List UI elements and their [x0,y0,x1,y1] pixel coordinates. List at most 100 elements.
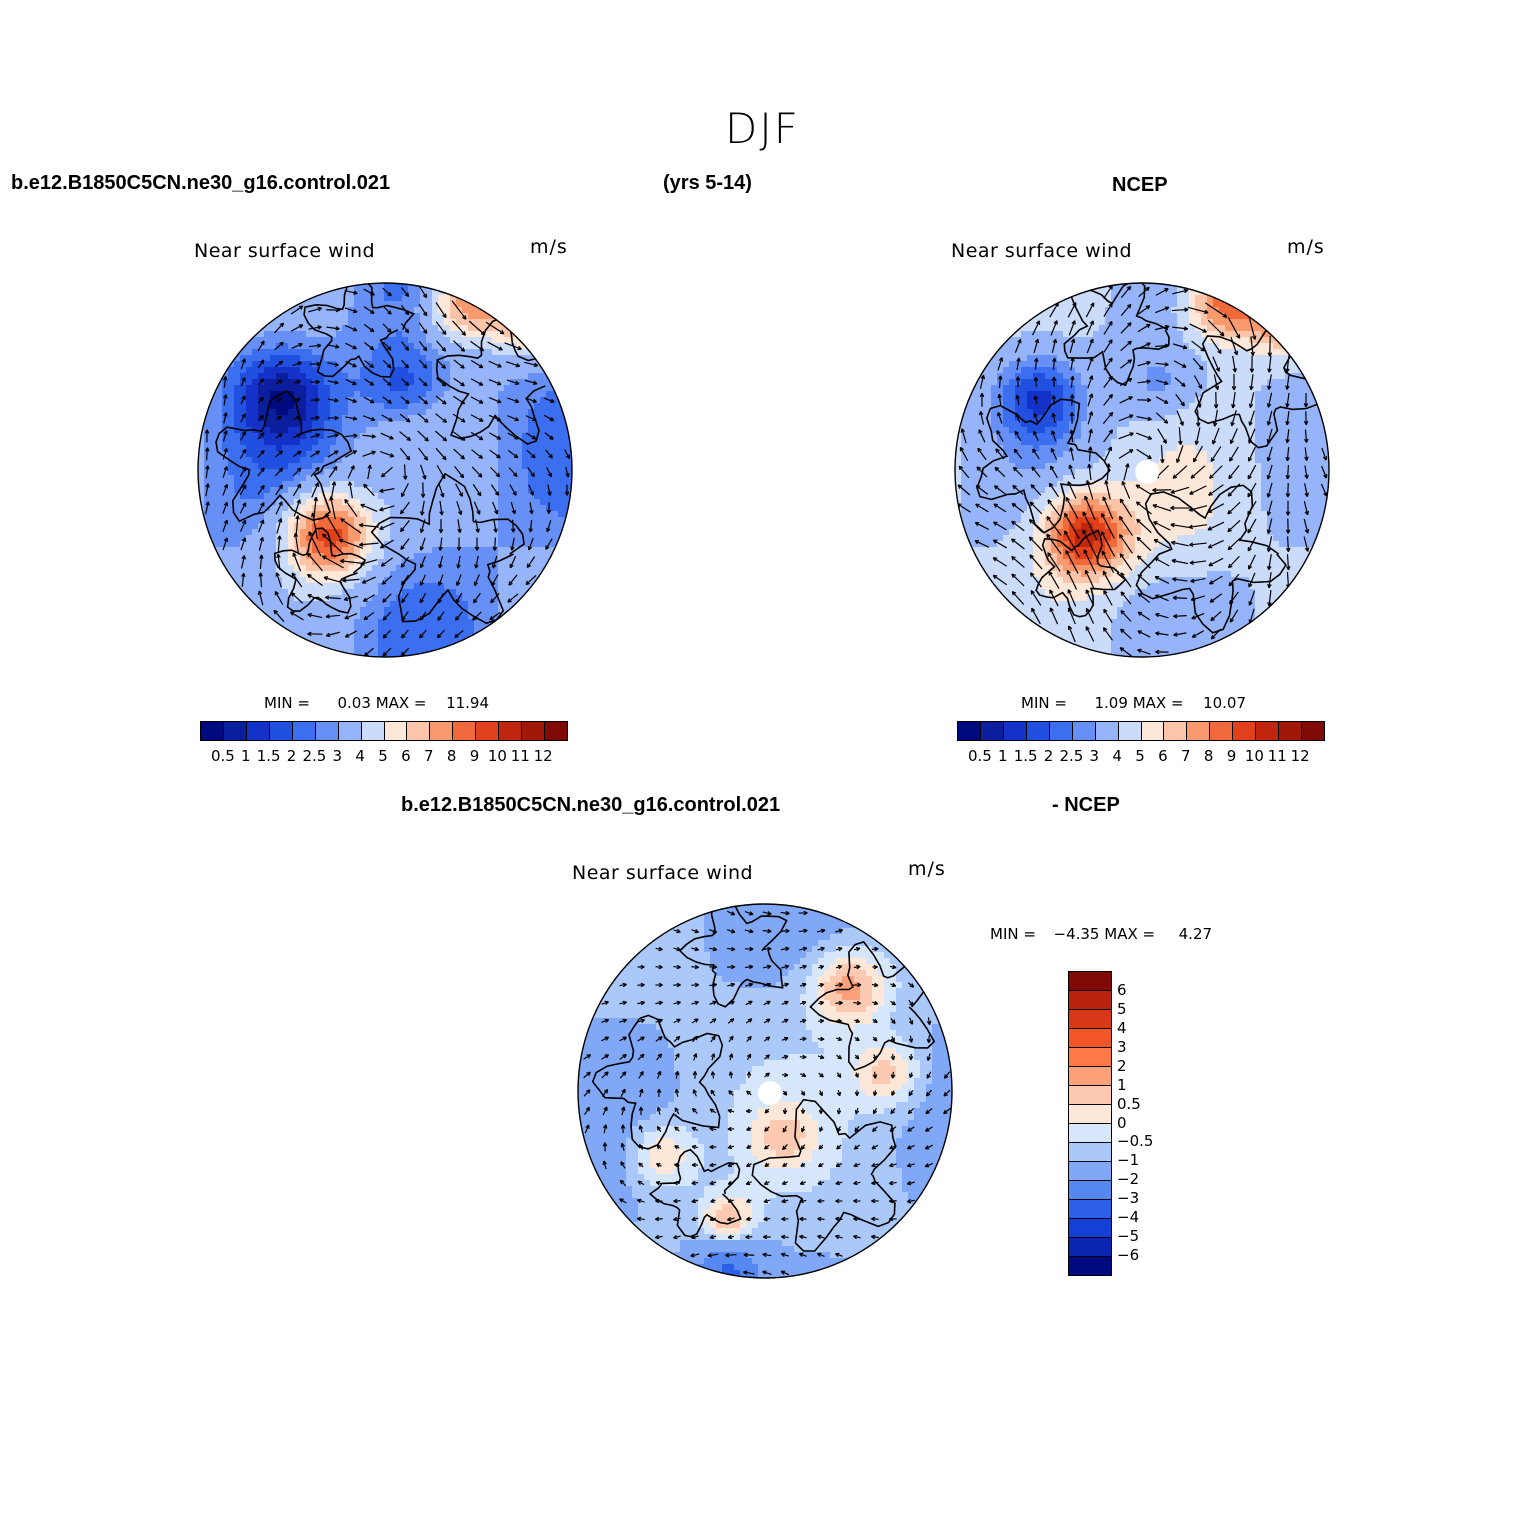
colorbar-swatch [1256,722,1280,740]
colorbar-swatch [1069,1105,1111,1124]
colorbar-tick-label: 2 [1117,1056,1127,1075]
colorbar-tick-label: 0.5 [1117,1094,1141,1113]
colorbar-tick-label: 12 [533,747,553,765]
colorbar-swatch [201,722,224,740]
colorbar-tick-label: 1 [997,747,1008,765]
ncep-max-value: 10.07 [1203,694,1247,712]
colorbar-tick-label: 7 [1180,747,1191,765]
colorbar-swatch [1233,722,1257,740]
colorbar-tick-label: 8 [1203,747,1214,765]
case-name-label: b.e12.B1850C5CN.ne30_g16.control.021 [11,172,391,194]
model-max-label: MAX = [375,694,427,712]
colorbar-tick-label: −2 [1117,1170,1140,1189]
colorbar-tick-label: 5 [1117,999,1127,1018]
diff-max-value: 4.27 [1178,925,1213,943]
colorbar-swatch [522,722,546,740]
colorbar-tick-label: 2 [286,747,297,765]
ncep-minmax: MIN = 1.09 MAX = 10.07 [1021,694,1246,712]
colorbar-swatch [315,722,339,740]
model-min-label: MIN = [264,694,310,712]
diff-min-label: MIN = [990,925,1036,943]
colorbar-swatch [1187,722,1211,740]
colorbar-tick-label: 6 [1117,980,1127,999]
colorbar-swatch [453,722,477,740]
colorbar-tick-label: −0.5 [1117,1132,1154,1151]
colorbar-swatch [246,722,270,740]
colorbar-tick-label: 2.5 [302,747,327,765]
colorbar-swatch [407,722,431,740]
colorbar-tick-label: 11 [510,747,530,765]
colorbar-swatch [1210,722,1234,740]
colorbar-swatch [499,722,523,740]
colorbar-swatch [1069,1238,1111,1257]
years-label: (yrs 5-14) [663,172,752,194]
diff-max-label: MAX = [1104,925,1156,943]
colorbar-swatch [1069,1086,1111,1105]
colorbar-swatch [1069,1124,1111,1143]
colorbar-swatch [430,722,454,740]
colorbar-tick-label: 4 [1117,1018,1127,1037]
colorbar-swatch [1069,1200,1111,1219]
colorbar-tick-label: 11 [1267,747,1287,765]
colorbar-swatch [545,722,567,740]
colorbar-swatch [1302,722,1324,740]
colorbar-tick-label: 3 [332,747,343,765]
colorbar-tick-label: 2.5 [1059,747,1084,765]
colorbar-tick-label: 0 [1117,1113,1127,1132]
colorbar-swatch [1026,722,1050,740]
diff-wind-map [577,903,953,1279]
colorbar-swatch [476,722,500,740]
colorbar-tick-label: 6 [401,747,411,765]
colorbar-tick-label: 12 [1290,747,1310,765]
colorbar-swatch [1069,1010,1111,1029]
colorbar-swatch [1069,1181,1111,1200]
colorbar-tick-label: 7 [423,747,434,765]
colorbar-swatch [384,722,408,740]
colorbar-tick-label: 5 [378,747,388,765]
ncep-colorbar [957,721,1325,741]
diff-suffix-label: - NCEP [1052,794,1120,816]
ncep-panel-title: Near surface wind [951,240,1133,262]
colorbar-swatch [361,722,385,740]
colorbar-swatch [1049,722,1073,740]
model-min-value: 0.03 [337,694,371,712]
colorbar-tick-label: 9 [1226,747,1237,765]
season-title: DJF [725,104,800,153]
colorbar-swatch [1003,722,1027,740]
colorbar-tick-label: 5 [1135,747,1145,765]
diff-minmax: MIN = −4.35 MAX = 4.27 [990,925,1212,943]
obs-name-label: NCEP [1112,174,1168,196]
colorbar-tick-label: 2 [1043,747,1054,765]
colorbar-swatch [1072,722,1096,740]
colorbar-swatch [958,722,981,740]
colorbar-tick-label: 0.5 [967,747,992,765]
colorbar-swatch [1069,1219,1111,1238]
colorbar-tick-label: 0.5 [210,747,235,765]
colorbar-tick-label: 10 [487,747,507,765]
ncep-panel-units: m/s [1287,236,1325,258]
colorbar-tick-label: 1.5 [1013,747,1038,765]
colorbar-swatch [269,722,293,740]
diff-panel-units: m/s [908,858,946,880]
colorbar-swatch [292,722,316,740]
colorbar-tick-label: 10 [1244,747,1264,765]
diff-min-value: −4.35 [1053,925,1100,943]
colorbar-swatch [1095,722,1119,740]
colorbar-tick-label: −5 [1117,1227,1140,1246]
colorbar-swatch [338,722,362,740]
diff-colorbar [1068,971,1112,1276]
colorbar-swatch [1069,1162,1111,1181]
ncep-wind-map [954,282,1330,658]
colorbar-swatch [1164,722,1188,740]
model-wind-map [197,282,573,658]
colorbar-tick-label: 1 [240,747,251,765]
colorbar-tick-label: 1 [1117,1075,1127,1094]
model-max-value: 11.94 [446,694,490,712]
colorbar-tick-label: 4 [355,747,365,765]
colorbar-tick-label: 8 [446,747,457,765]
colorbar-swatch [1279,722,1303,740]
colorbar-tick-label: −4 [1117,1208,1140,1227]
model-panel-title: Near surface wind [194,240,376,262]
model-minmax: MIN = 0.03 MAX = 11.94 [264,694,489,712]
colorbar-swatch [223,722,247,740]
